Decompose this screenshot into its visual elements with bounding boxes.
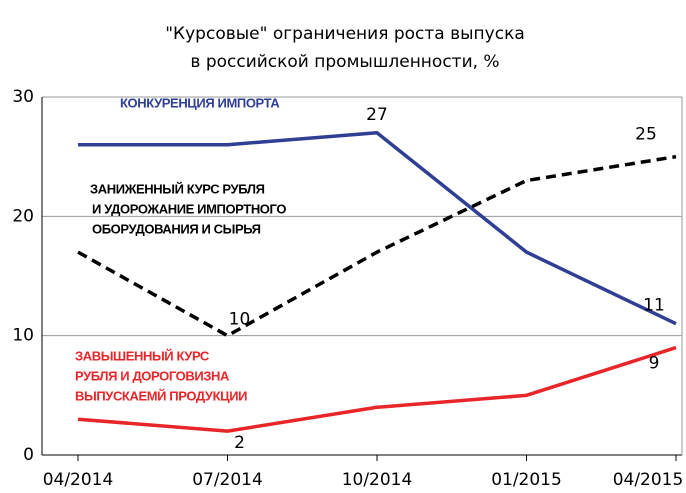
series-annotation: РУБЛЯ И ДОРОГОВИЗНА <box>75 368 230 383</box>
series-line <box>78 131 677 326</box>
y-tick-label: 20 <box>12 206 34 226</box>
series-line <box>77 345 677 433</box>
y-tick-label: 0 <box>23 445 34 465</box>
chart-title: "Курсовые" ограничения роста выпуска <box>165 24 525 44</box>
x-tick-label: 01/2015 <box>491 470 562 490</box>
data-label: 27 <box>366 105 388 125</box>
y-tick-label: 10 <box>12 326 34 346</box>
series-annotation: ВЫПУСКАЕМЙ ПРОДУКЦИИ <box>75 388 247 403</box>
series-annotation: ЗАНИЖЕННЫЙ КУРС РУБЛЯ <box>90 181 265 196</box>
series-annotation: ЗАВЫШЕННЫЙ КУРС <box>75 348 210 363</box>
x-tick-label: 10/2014 <box>342 470 413 490</box>
y-tick-label: 30 <box>12 87 34 107</box>
series-line <box>77 154 677 338</box>
series-annotation: КОНКУРЕНЦИЯ ИМПОРТА <box>120 95 280 110</box>
series-annotation: И УДОРОЖАНИЕ ИМПОРТНОГО <box>92 201 286 216</box>
x-tick-label: 04/2015 <box>613 470 684 490</box>
data-label: 25 <box>635 125 657 145</box>
x-tick-label: 07/2014 <box>192 470 263 490</box>
x-tick-label: 04/2014 <box>43 470 114 490</box>
data-label: 10 <box>229 310 251 330</box>
data-label: 9 <box>649 354 660 374</box>
series-annotation: ОБОРУДОВАНИЯ И СЫРЬЯ <box>92 221 261 236</box>
data-label: 2 <box>234 433 245 453</box>
data-label: 11 <box>643 296 665 316</box>
chart-title: в российской промышленности, % <box>190 52 499 72</box>
